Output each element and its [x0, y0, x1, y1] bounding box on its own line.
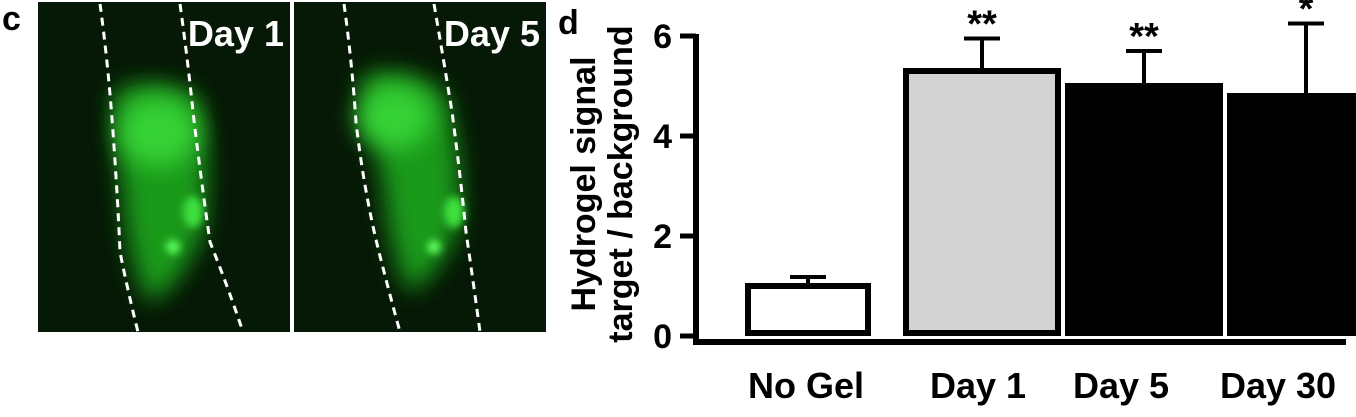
- x-tick-label: Day 5: [1073, 365, 1169, 406]
- significance-marker: **: [967, 4, 997, 46]
- y-tick-label: 2: [653, 218, 672, 256]
- microscopy-image-day1: Day 1: [38, 2, 290, 332]
- x-tick-label: No Gel: [748, 365, 864, 406]
- significance-marker: **: [1129, 16, 1159, 58]
- significance-marker: *: [1299, 0, 1314, 31]
- y-tick-label: 0: [653, 318, 672, 356]
- y-tick-label: 6: [653, 18, 672, 56]
- y-tick-label: 4: [653, 118, 672, 156]
- bar-no-gel: [745, 283, 871, 336]
- microscopy-image-day5: Day 5: [294, 2, 546, 332]
- panel-d-letter: d: [558, 4, 579, 42]
- bar-day-1: [903, 68, 1061, 336]
- x-tick-label: Day 30: [1220, 365, 1336, 406]
- x-tick-label: Day 1: [930, 365, 1026, 406]
- bar-day-5: [1065, 83, 1223, 336]
- day1-image-label: Day 1: [187, 13, 284, 54]
- day5-image-label: Day 5: [443, 13, 540, 54]
- panel-c-letter: c: [2, 0, 21, 38]
- bar-day-30: [1227, 93, 1356, 336]
